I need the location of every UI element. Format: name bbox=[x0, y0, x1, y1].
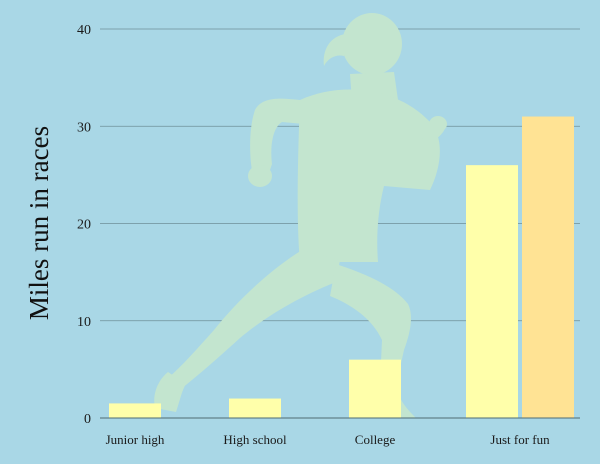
x-tick-label: Just for fun bbox=[490, 432, 550, 447]
bar bbox=[109, 403, 161, 418]
y-tick-label: 40 bbox=[77, 23, 91, 38]
y-tick-label: 20 bbox=[77, 218, 91, 233]
y-axis-label: Miles run in races bbox=[24, 126, 54, 320]
y-tick-label: 0 bbox=[84, 412, 91, 427]
bar bbox=[522, 116, 574, 419]
bar bbox=[349, 359, 401, 418]
bar bbox=[466, 165, 518, 418]
bars bbox=[109, 116, 574, 419]
x-tick-label: High school bbox=[223, 432, 287, 447]
x-tick-label: Junior high bbox=[106, 432, 165, 447]
y-tick-label: 10 bbox=[77, 315, 91, 330]
x-tick-labels: Junior high High school College Just for fu… bbox=[106, 432, 551, 447]
x-tick-label: College bbox=[355, 432, 396, 447]
running-woman-icon bbox=[154, 13, 447, 418]
bar bbox=[229, 398, 281, 418]
y-tick-labels: 0 10 20 30 40 bbox=[77, 23, 91, 427]
y-tick-label: 30 bbox=[77, 120, 91, 135]
